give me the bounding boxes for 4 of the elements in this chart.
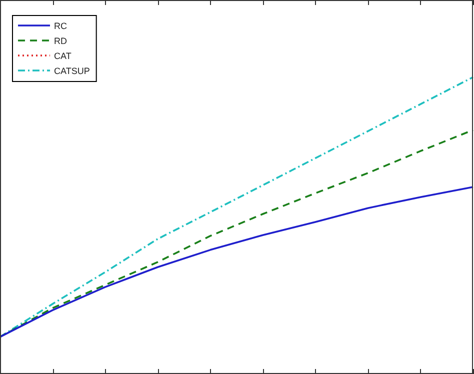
legend-label: CATSUP xyxy=(54,66,90,76)
legend-label: CAT xyxy=(54,50,72,61)
legend-label: RD xyxy=(54,36,68,46)
legend-label: RC xyxy=(54,20,68,31)
